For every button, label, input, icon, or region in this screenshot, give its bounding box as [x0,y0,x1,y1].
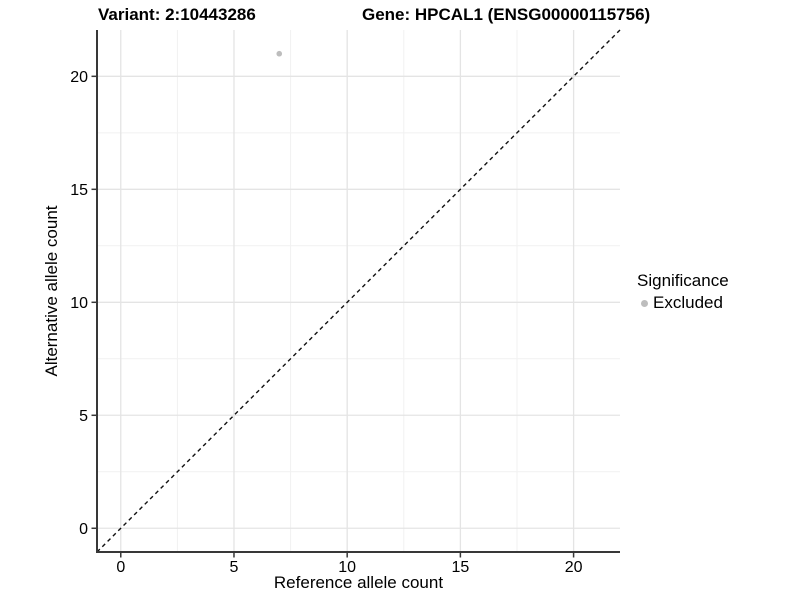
y-axis-title: Alternative allele count [42,205,61,377]
grid-minor [97,30,620,552]
x-axis-title: Reference allele count [273,573,444,592]
y-tick-label: 10 [70,295,88,312]
y-tick-label: 15 [70,182,88,199]
grid-major [97,30,620,552]
legend-item-label: Excluded [653,293,723,312]
y-tick-label: 0 [79,521,88,538]
data-point [276,50,283,57]
legend-title: Significance [637,271,729,290]
y-tick-label: 5 [79,408,88,425]
data-points [276,50,283,57]
x-tick-label: 15 [451,559,469,576]
legend: Significance Excluded [637,271,729,312]
y-tick-label: 20 [70,69,88,86]
gene-title: Gene: HPCAL1 (ENSG00000115756) [362,5,651,24]
x-tick-label: 5 [230,559,239,576]
x-tick-label: 10 [338,559,356,576]
variant-title: Variant: 2:10443286 [98,5,256,24]
x-tick-labels: 0 5 10 15 20 [116,559,582,576]
excluded-point-icon [641,299,648,307]
axis-lines [96,30,620,553]
x-tick-label: 0 [116,559,125,576]
identity-dashed-line [96,29,621,553]
tick-marks [91,75,575,558]
legend-item-excluded: Excluded [637,293,729,312]
y-tick-labels: 0 5 10 15 20 [70,69,88,538]
x-tick-label: 20 [565,559,583,576]
